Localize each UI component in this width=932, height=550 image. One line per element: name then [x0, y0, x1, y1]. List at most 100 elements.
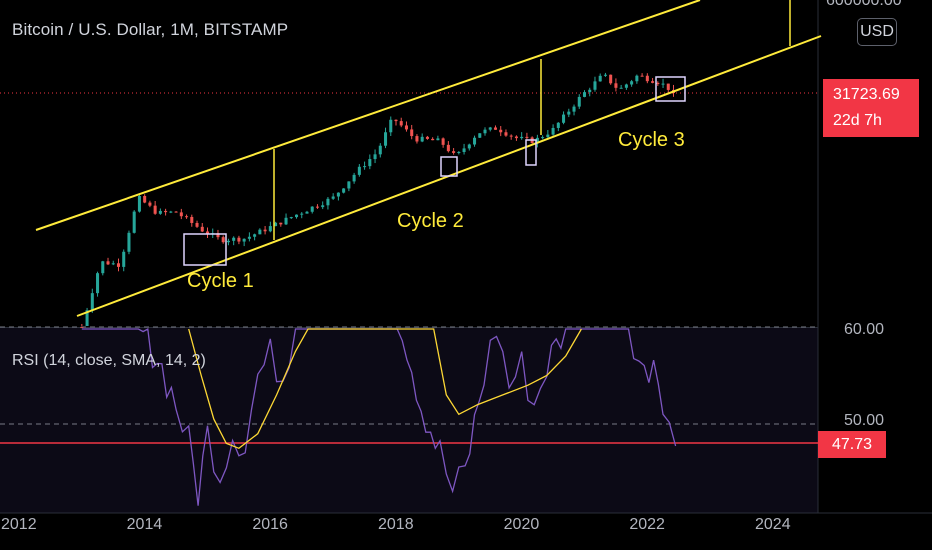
candle-body [111, 263, 115, 265]
candle-body [315, 206, 319, 208]
candle-body [509, 135, 513, 137]
candle-body [342, 188, 346, 193]
candle-body [582, 92, 587, 97]
candle-body [551, 127, 555, 135]
candle-body [294, 214, 299, 218]
candle-body [352, 174, 356, 182]
candle-body [446, 144, 450, 152]
candle-body [467, 144, 471, 149]
rsi-axis-label-50: 50.00 [844, 412, 885, 429]
candle-body [666, 83, 670, 90]
candle-body [258, 229, 262, 235]
candle-body [153, 205, 157, 214]
candle-body [132, 211, 136, 233]
candle-body [221, 237, 225, 243]
candle-body [661, 83, 665, 85]
candle-body [179, 212, 183, 217]
candle-body [242, 238, 246, 242]
candle-body [415, 136, 419, 142]
chart-title: Bitcoin / U.S. Dollar, 1M, BITSTAMP [12, 20, 289, 39]
candle-body [640, 75, 644, 77]
candle-body [541, 137, 545, 139]
candle-body [305, 211, 309, 214]
time-axis-label: 2014 [126, 516, 163, 533]
bottom-box-cycle-3 [655, 76, 686, 102]
candle-body [619, 87, 623, 89]
candle-body [520, 136, 524, 139]
candle-body [80, 326, 84, 328]
candle-body [651, 81, 655, 83]
current-price-marker: 31723.69 22d 7h [823, 79, 919, 137]
candle-body [572, 106, 576, 112]
candle-body [404, 125, 408, 130]
candle-body [546, 134, 550, 138]
candle-body [425, 136, 429, 139]
candle-body [347, 181, 351, 189]
time-axis-label: 2022 [629, 516, 665, 533]
candle-body [200, 226, 204, 232]
candle-body [90, 293, 94, 311]
candle-body [85, 310, 89, 326]
time-axis-label: 2024 [755, 516, 791, 533]
candle-body [394, 119, 398, 122]
time-axis-label: 2018 [378, 516, 414, 533]
candle-body [284, 217, 288, 225]
time-axis-label: 2012 [1, 516, 37, 533]
candle-body [195, 222, 199, 227]
candle-body [603, 74, 607, 76]
candle-body [410, 129, 414, 137]
candle-body [645, 75, 649, 82]
candle-body [185, 216, 189, 218]
candle-body [127, 232, 131, 252]
candle-body [399, 121, 403, 126]
candle-body [378, 145, 382, 155]
candle-body [247, 236, 251, 239]
candle-body [630, 81, 634, 85]
candle-body [190, 216, 194, 223]
candle-body [514, 136, 518, 139]
current-price-value: 31723.69 [833, 86, 900, 103]
candle-body [122, 251, 126, 267]
candle-body [300, 213, 304, 215]
candle-body [363, 166, 367, 168]
candle-body [525, 136, 529, 138]
time-axis-label: 2020 [503, 516, 540, 533]
rsi-axis-label-60: 60.00 [844, 321, 885, 338]
candle-body [624, 84, 628, 88]
rsi-pane-background [0, 328, 818, 513]
rsi-current-marker: 47.73 [818, 431, 886, 458]
candle-body [556, 122, 560, 128]
candle-body [143, 195, 147, 203]
candle-body [169, 211, 173, 213]
candle-body [148, 202, 152, 206]
candle-body [373, 154, 377, 160]
candle-body [493, 127, 498, 130]
candle-body [473, 137, 477, 145]
candle-body [462, 148, 466, 153]
candle-body [253, 234, 257, 237]
candle-body [101, 261, 105, 274]
candle-body [483, 129, 487, 134]
candle-body [609, 74, 613, 84]
candle-body [96, 273, 100, 294]
candle-body [137, 195, 141, 212]
candle-body [562, 114, 566, 123]
candle-body [588, 89, 592, 93]
candle-body [368, 159, 372, 167]
currency-badge[interactable]: USD [857, 18, 897, 46]
cycle-3-label: Cycle 3 [618, 129, 685, 151]
bar-countdown: 22d 7h [833, 112, 882, 129]
cycle-1-label: Cycle 1 [187, 270, 254, 292]
candle-body [274, 222, 278, 227]
candle-body [420, 136, 424, 142]
candle-body [567, 111, 571, 115]
candle-body [279, 222, 283, 225]
candle-body [289, 217, 293, 219]
candle-body [226, 240, 230, 243]
bottom-box-cycle-2 [440, 156, 458, 177]
time-axis-label: 2016 [252, 516, 288, 533]
candle-body [504, 132, 508, 136]
candle-body [598, 75, 602, 82]
candle-body [116, 263, 121, 267]
